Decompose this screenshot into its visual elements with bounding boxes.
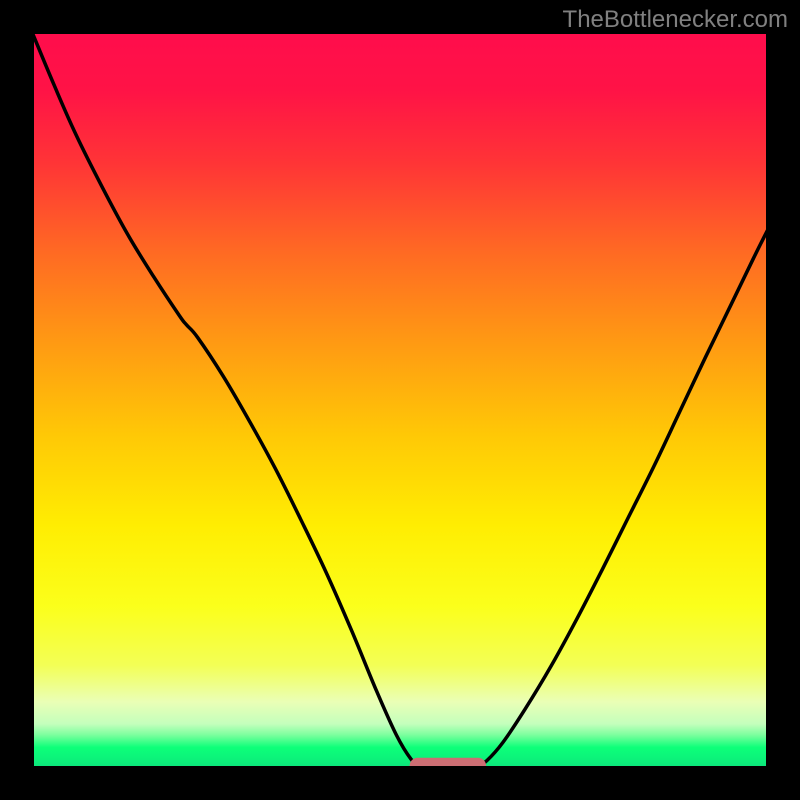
chart-container: TheBottlenecker.com — [0, 0, 800, 800]
bottleneck-chart — [0, 0, 800, 800]
plot-background — [32, 32, 768, 768]
bottleneck-marker — [410, 758, 487, 774]
watermark-text: TheBottlenecker.com — [563, 6, 788, 34]
